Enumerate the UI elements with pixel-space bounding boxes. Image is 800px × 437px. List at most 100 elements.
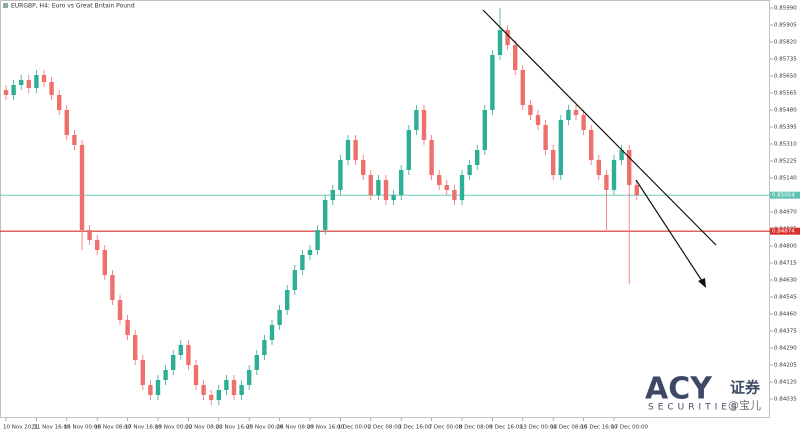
x-tick-label: 22 Nov 08:00 xyxy=(185,425,223,431)
y-tick-label: 0.85395 xyxy=(774,125,797,131)
candle-body xyxy=(307,250,313,255)
candle-body xyxy=(627,150,632,185)
y-tick-label: 0.85310 xyxy=(774,142,797,148)
candle-body xyxy=(573,110,579,115)
candle-body xyxy=(383,180,389,200)
candle-body xyxy=(551,150,556,175)
candle-body xyxy=(437,175,442,185)
candle-body xyxy=(361,160,366,175)
watermark-cn: 证券 xyxy=(730,379,761,397)
watermark-brand: ACY xyxy=(645,372,713,407)
candle-body xyxy=(330,190,335,200)
y-tick-label: 0.84035 xyxy=(774,397,797,403)
x-tick-label: 8 Dec 08:00 xyxy=(459,425,493,431)
watermark-handle: @宝儿 xyxy=(728,398,761,412)
candle-body xyxy=(596,160,601,175)
candle-body xyxy=(315,230,320,250)
candle-body xyxy=(95,240,100,250)
candle-body xyxy=(528,105,533,115)
candle-body xyxy=(102,250,107,275)
candle-body xyxy=(429,140,434,175)
x-tick-label: 1 Dec 00:00 xyxy=(337,425,371,431)
candle-body xyxy=(193,365,199,385)
candle-body xyxy=(391,195,396,200)
plot-frame xyxy=(0,0,770,418)
x-tick-label: 2 Dec 08:00 xyxy=(368,425,402,431)
candle-body xyxy=(87,230,92,240)
candle-body xyxy=(285,290,290,310)
arrow-head xyxy=(698,278,706,288)
candle-body xyxy=(49,82,54,95)
x-tick-label: 10 Nov 2021 xyxy=(3,425,38,431)
y-tick-label: 0.84545 xyxy=(774,295,797,301)
candle-body xyxy=(611,160,617,190)
candles xyxy=(3,8,639,405)
y-tick-label: 0.85650 xyxy=(774,74,797,80)
candle-body xyxy=(482,110,487,150)
candle-body xyxy=(64,110,69,135)
y-tick-label: 0.85140 xyxy=(774,176,797,182)
candle-body xyxy=(163,370,168,380)
x-tick-label: 7 Dec 00:00 xyxy=(429,425,463,431)
candle-body xyxy=(421,110,427,140)
arrow-line xyxy=(635,179,705,285)
candle-body xyxy=(72,135,77,145)
candle-body xyxy=(467,165,472,175)
x-tick-label: 25 Nov 00:00 xyxy=(246,425,284,431)
candle-body xyxy=(535,115,541,125)
trend-line xyxy=(482,9,717,246)
x-tick-label: 19 Nov 00:00 xyxy=(155,425,193,431)
candle-body xyxy=(345,140,351,160)
y-tick-label: 0.84375 xyxy=(774,329,797,335)
candle-body xyxy=(148,385,153,395)
candle-body xyxy=(490,55,495,110)
candle-body xyxy=(497,30,503,55)
candle-body xyxy=(155,380,161,395)
x-tick-label: 29 Nov 16:00 xyxy=(307,425,345,431)
candle-body xyxy=(3,90,9,95)
x-tick-label: 3 Dec 16:00 xyxy=(398,425,432,431)
watermark: ACY 证券 SECURITIES @宝儿 xyxy=(645,372,761,413)
x-tick-label: 14 Dec 08:00 xyxy=(550,425,587,431)
candle-body xyxy=(566,110,571,120)
candle-body xyxy=(513,45,518,70)
candle-body xyxy=(292,270,297,290)
y-tick-label: 0.84970 xyxy=(774,210,797,216)
candle-body xyxy=(125,320,130,335)
y-tick-label: 0.84800 xyxy=(774,244,797,250)
x-tick-label: 13 Dec 00:00 xyxy=(520,425,557,431)
candle-body xyxy=(34,75,39,88)
candle-body xyxy=(520,70,525,105)
candle-body xyxy=(414,110,419,130)
candle-body xyxy=(452,190,457,200)
candle-body xyxy=(323,200,328,230)
candle-body xyxy=(26,80,31,88)
candle-body xyxy=(277,310,282,325)
y-tick-label: 0.84460 xyxy=(774,312,797,318)
watermark-sub: SECURITIES xyxy=(648,403,741,413)
candle-body xyxy=(186,345,191,365)
candle-body xyxy=(634,185,639,195)
candle-body xyxy=(505,30,510,45)
y-tick-label: 0.85990 xyxy=(774,6,797,12)
y-tick-label: 0.85225 xyxy=(774,159,797,165)
candle-body xyxy=(171,355,176,370)
y-tick-label: 0.85565 xyxy=(774,91,797,97)
candle-body xyxy=(444,185,449,190)
chart-title: EURGBP, H4: Euro vs Great Britain Pound xyxy=(11,3,135,10)
candle-body xyxy=(368,175,373,195)
candle-body xyxy=(376,180,381,195)
candle-body xyxy=(406,130,411,170)
candle-body xyxy=(11,85,16,95)
x-tick-label: 16 Nov 08:00 xyxy=(94,425,132,431)
y-tick-label: 0.85905 xyxy=(774,23,797,29)
candle-body xyxy=(133,335,138,360)
symbol-icon xyxy=(3,3,8,8)
candle-body xyxy=(353,140,358,160)
candle-body xyxy=(399,170,404,195)
candle-body xyxy=(300,255,305,270)
candle-body xyxy=(201,385,206,395)
candle-body xyxy=(110,275,115,300)
